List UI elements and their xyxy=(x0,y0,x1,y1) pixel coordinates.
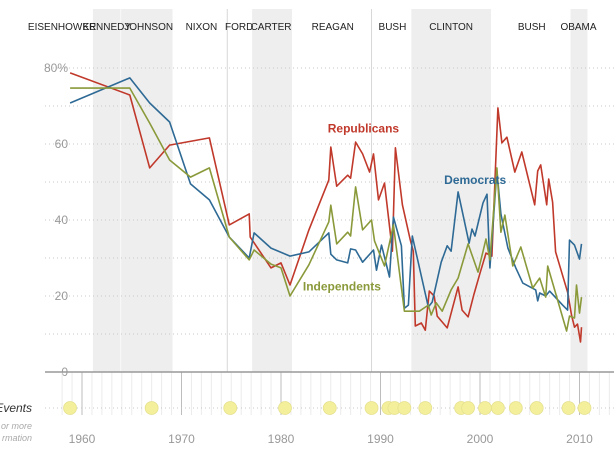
x-axis-ticks: 1960 1970 1980 1990 2000 2010 xyxy=(69,432,594,446)
presidency-band-carter xyxy=(252,9,292,372)
series-lines xyxy=(69,72,583,343)
x-tick-label: 1960 xyxy=(69,432,96,446)
event-marker[interactable] xyxy=(577,401,592,415)
series-label-democrats: Democrats xyxy=(444,173,506,187)
presidency-label: BUSH xyxy=(518,22,546,33)
presidency-band-kennedy xyxy=(92,9,121,372)
event-marker[interactable] xyxy=(322,401,337,415)
y-tick-label: 80% xyxy=(44,61,68,75)
presidency-label: OBAMA xyxy=(560,22,596,33)
presidency-band-obama xyxy=(570,9,588,372)
presidency-band-clinton xyxy=(411,9,491,372)
x-tick-label: 1990 xyxy=(367,432,394,446)
event-marker[interactable] xyxy=(364,401,379,415)
presidency-band-johnson xyxy=(120,9,173,372)
event-marker[interactable] xyxy=(278,401,292,415)
series-label-independents: Independents xyxy=(303,279,381,293)
presidency-label: KENNEDY xyxy=(83,22,132,33)
event-marker[interactable] xyxy=(144,401,159,415)
event-marker[interactable] xyxy=(63,401,77,415)
presidency-label: NIXON xyxy=(186,22,218,33)
y-tick-label: 60 xyxy=(55,137,69,151)
x-tick-label: 2000 xyxy=(467,432,494,446)
event-marker[interactable] xyxy=(223,401,238,415)
event-marker[interactable] xyxy=(397,401,412,415)
events-title: Events xyxy=(0,401,32,415)
presidency-label: CARTER xyxy=(251,22,292,33)
event-marker[interactable] xyxy=(508,401,523,415)
series-labels: Republicans Democrats Independents xyxy=(303,122,507,294)
presidency-bands xyxy=(92,9,588,372)
event-marker[interactable] xyxy=(491,401,505,415)
presidency-label: JOHNSON xyxy=(124,22,173,33)
event-marker[interactable] xyxy=(461,401,475,415)
series-line-republicans xyxy=(69,72,583,343)
presidency-label: BUSH xyxy=(379,22,407,33)
y-tick-label: 40 xyxy=(55,213,69,227)
event-marker[interactable] xyxy=(529,401,544,415)
event-marker[interactable] xyxy=(418,401,433,415)
events-row: Events or more rmation xyxy=(0,401,614,443)
events-subtitle: rmation xyxy=(2,433,32,443)
x-tick-label: 1980 xyxy=(268,432,295,446)
series-line-democrats xyxy=(69,77,583,311)
event-marker[interactable] xyxy=(478,401,492,415)
presidency-label: EISENHOWER xyxy=(28,22,96,33)
x-tick-label: 2010 xyxy=(566,432,593,446)
series-line-independents xyxy=(70,87,583,332)
presidency-label: REAGAN xyxy=(312,22,354,33)
presidency-label: CLINTON xyxy=(429,22,473,33)
events-subtitle: or more xyxy=(1,421,32,431)
series-label-republicans: Republicans xyxy=(328,122,400,136)
event-marker[interactable] xyxy=(561,401,576,415)
presidency-label: FORD xyxy=(225,22,253,33)
x-tick-label: 1970 xyxy=(168,432,195,446)
y-tick-label: 20 xyxy=(55,289,69,303)
